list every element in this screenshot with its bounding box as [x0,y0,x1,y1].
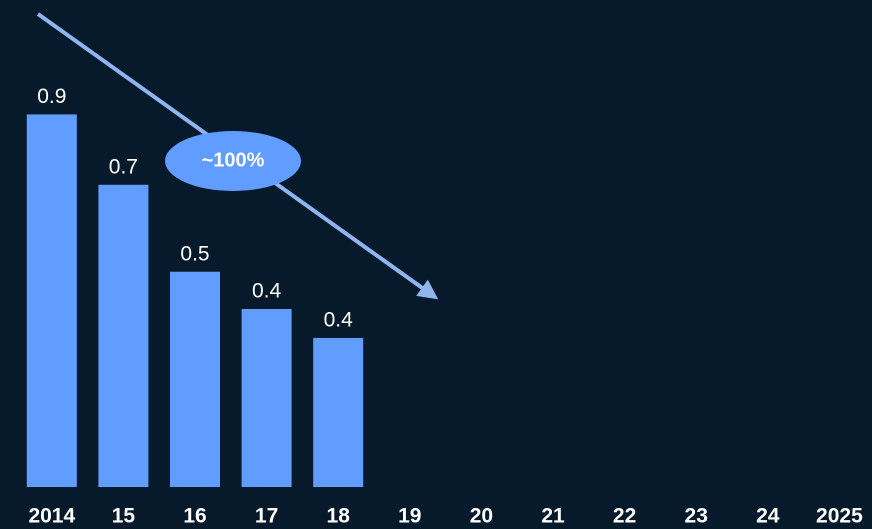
x-tick-label: 20 [470,505,493,528]
x-tick-label: 17 [255,505,278,528]
x-tick-label: 2014 [28,505,75,528]
bar [170,271,220,487]
x-tick-label: 19 [398,505,421,528]
value-label: 0.4 [252,280,282,303]
x-tick-label: 24 [756,505,780,528]
annotation: ~100% [202,149,265,171]
x-tick-label: 18 [327,505,351,528]
value-label: 0.7 [109,155,138,178]
bar [241,308,292,487]
bar [313,337,364,487]
bar [98,184,149,487]
value-label: 0.9 [37,85,66,108]
x-tick-label: 15 [112,505,136,528]
x-tick-label: 2025 [816,505,863,528]
annotation-bubble [165,131,301,191]
x-tick-label: 22 [613,505,636,528]
x-tick-label: 23 [685,505,708,528]
x-tick-label: 16 [183,505,206,528]
value-label: 0.4 [324,309,354,332]
value-label: 0.5 [180,242,209,265]
x-tick-label: 21 [541,505,565,528]
bar [26,114,77,488]
